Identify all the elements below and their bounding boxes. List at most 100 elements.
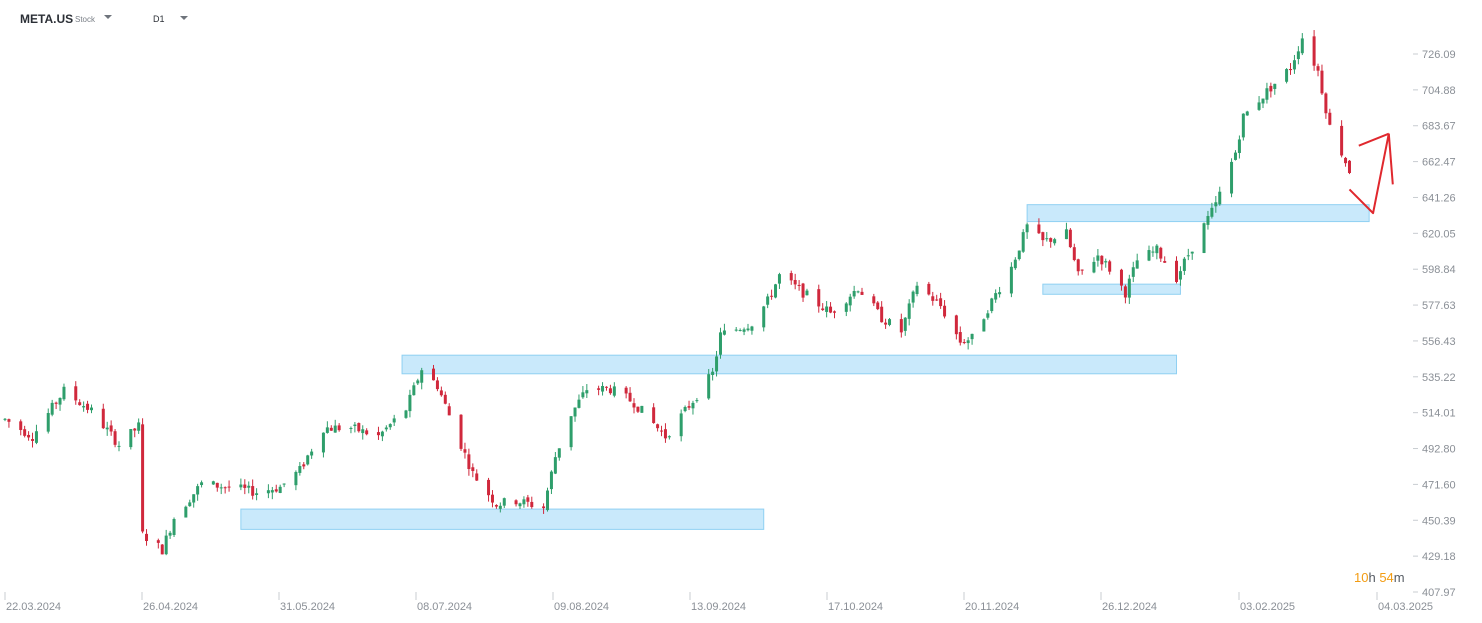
candle xyxy=(1108,259,1112,275)
candle xyxy=(266,484,270,499)
candle xyxy=(1344,156,1348,167)
x-tick-label: 08.07.2024 xyxy=(417,601,472,613)
candle xyxy=(943,300,947,319)
candle xyxy=(518,502,522,509)
candle xyxy=(848,293,852,312)
candle xyxy=(1155,244,1159,260)
candle xyxy=(349,426,353,434)
candle xyxy=(239,478,243,491)
candle xyxy=(1186,248,1190,261)
candle xyxy=(1064,222,1068,240)
candle xyxy=(832,310,836,319)
y-tick-label: 429.18 xyxy=(1422,551,1456,563)
y-tick-label: 620.05 xyxy=(1422,228,1456,240)
candle xyxy=(82,401,86,412)
candle xyxy=(1053,237,1057,246)
timeframe-dropdown-icon[interactable] xyxy=(180,16,188,20)
candlesticks xyxy=(3,30,1351,556)
candle xyxy=(1202,222,1206,254)
drawing-annotations xyxy=(1348,132,1394,215)
candle xyxy=(927,281,931,296)
y-tick-label: 514.01 xyxy=(1422,408,1456,420)
candle xyxy=(357,422,361,433)
x-tick-label: 03.02.2025 xyxy=(1240,601,1295,613)
candle xyxy=(1312,30,1316,71)
candle xyxy=(1080,269,1084,275)
support-zone[interactable] xyxy=(401,354,1178,375)
candle xyxy=(557,448,561,461)
candle xyxy=(1127,274,1131,304)
candle xyxy=(160,544,164,555)
candle xyxy=(408,389,412,418)
candle xyxy=(1017,250,1021,261)
candle xyxy=(998,286,1002,298)
candle xyxy=(691,400,695,415)
timeframe-label[interactable]: D1 xyxy=(153,14,165,24)
candle xyxy=(1230,158,1234,198)
candle xyxy=(388,423,392,430)
support-zone[interactable] xyxy=(1026,204,1370,223)
candle xyxy=(325,421,329,434)
support-zone[interactable] xyxy=(1042,283,1181,295)
candle xyxy=(243,479,247,495)
y-tick-label: 662.47 xyxy=(1422,157,1456,169)
candle xyxy=(58,397,62,411)
candle xyxy=(247,481,251,494)
symbol-name[interactable]: META.US xyxy=(20,12,74,26)
candle xyxy=(1296,46,1300,65)
candle xyxy=(1009,262,1013,298)
x-tick-label: 17.10.2024 xyxy=(828,601,883,613)
symbol-type: Stock xyxy=(75,15,96,24)
candle xyxy=(1218,186,1222,206)
candle xyxy=(982,318,986,332)
candle xyxy=(467,448,471,476)
candle xyxy=(490,490,494,508)
candle xyxy=(113,429,117,448)
candle xyxy=(86,400,90,414)
candle xyxy=(420,367,424,390)
y-tick-label: 556.43 xyxy=(1422,336,1456,348)
candle xyxy=(129,428,133,450)
candle xyxy=(164,529,168,556)
candle xyxy=(145,529,149,546)
candle xyxy=(931,291,935,306)
candle xyxy=(1289,63,1293,75)
y-tick-label: 598.84 xyxy=(1422,264,1456,276)
support-zone[interactable] xyxy=(240,508,765,530)
candle xyxy=(597,385,601,396)
candle xyxy=(447,403,451,416)
candle xyxy=(117,441,121,452)
x-tick-label: 20.11.2024 xyxy=(965,601,1019,613)
candle xyxy=(1285,68,1289,84)
candle xyxy=(196,483,200,501)
candle xyxy=(522,496,526,508)
candle xyxy=(801,282,805,302)
candle xyxy=(1037,218,1041,234)
candle xyxy=(188,499,192,507)
candle xyxy=(74,381,78,405)
candle xyxy=(872,293,876,307)
x-tick-label: 09.08.2024 xyxy=(554,601,609,613)
candle xyxy=(416,378,420,385)
candle xyxy=(337,423,341,432)
candle xyxy=(27,431,31,441)
candle xyxy=(156,538,160,549)
arrow-annotation[interactable] xyxy=(1348,133,1390,215)
symbol-dropdown-icon[interactable] xyxy=(104,15,112,19)
candle xyxy=(1261,98,1265,109)
candle xyxy=(1206,210,1210,230)
candle xyxy=(1273,83,1277,95)
candle xyxy=(46,408,50,434)
x-tick-label: 26.12.2024 xyxy=(1102,601,1157,613)
candle xyxy=(1013,257,1017,270)
candle xyxy=(278,484,282,494)
candle xyxy=(797,280,801,291)
candle xyxy=(219,483,223,495)
candle xyxy=(632,398,636,414)
arrow-head xyxy=(1358,132,1390,147)
candle xyxy=(715,350,719,377)
candle xyxy=(907,299,911,326)
x-tick-label: 31.05.2024 xyxy=(280,601,335,613)
candle xyxy=(282,483,286,488)
